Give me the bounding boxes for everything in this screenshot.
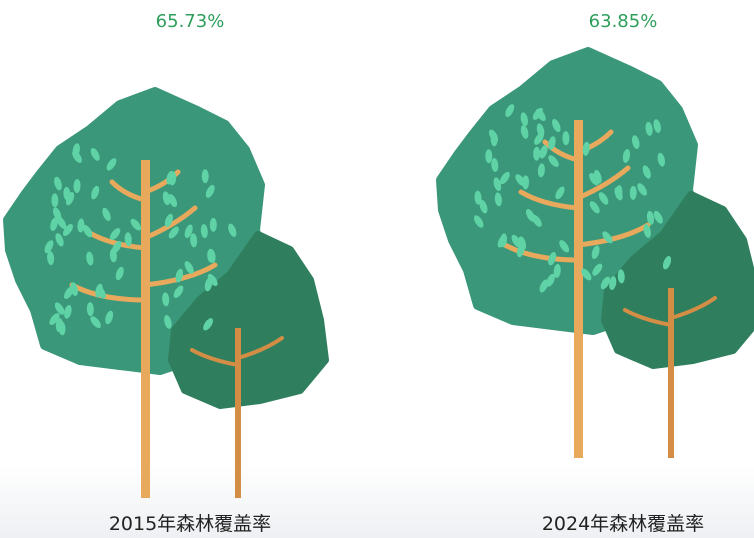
coverage-label: 2015年森林覆盖率 (109, 513, 271, 535)
coverage-label: 2024年森林覆盖率 (542, 513, 704, 535)
infographic: 65.73% 63.85% 2015年森林覆盖率 2024年森林覆盖率 (0, 0, 754, 538)
leaf (210, 218, 217, 232)
coverage-value: 63.85% (589, 11, 658, 32)
leaf (485, 149, 492, 163)
coverage-value: 65.73% (156, 11, 225, 32)
